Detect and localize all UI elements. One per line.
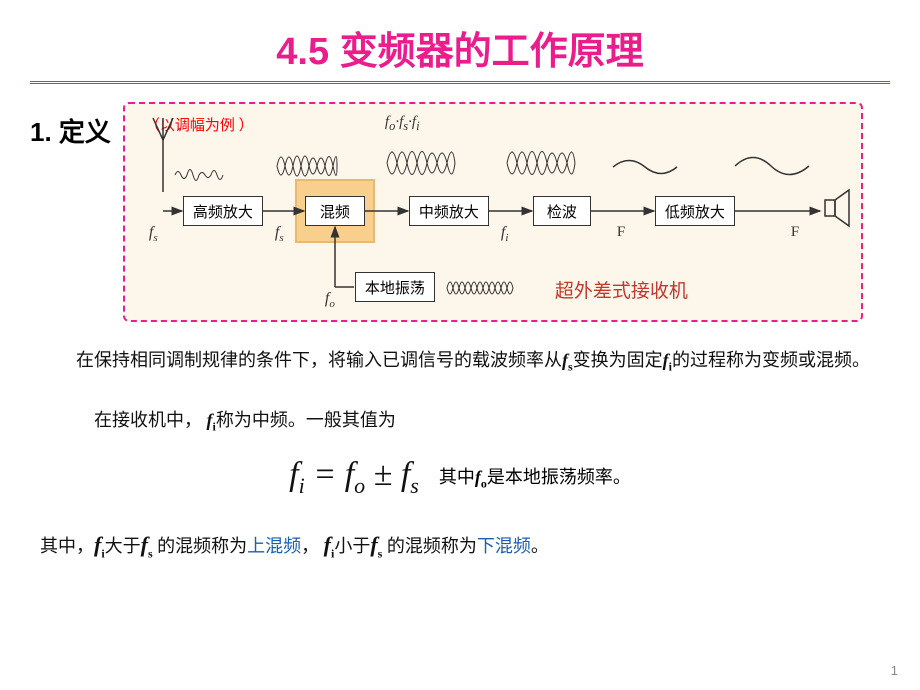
fo-label: fo xyxy=(325,290,335,310)
block-local-osc: 本地振荡 xyxy=(355,272,435,302)
wave-if xyxy=(385,139,457,187)
wave-osc xyxy=(445,274,515,302)
paragraph-if: 在接收机中， fi称为中频。一般其值为 xyxy=(30,404,890,438)
title-underline xyxy=(30,81,890,84)
wave-hf xyxy=(275,144,339,188)
down-conversion: 下混频 xyxy=(477,536,531,556)
fs-label-1: fs xyxy=(149,224,158,244)
formula-note-pre: 其中 xyxy=(439,467,475,487)
p3-a4: 的混频称为 xyxy=(153,536,248,556)
wave-lf xyxy=(733,148,813,184)
p3-b4: 的混频称为 xyxy=(382,536,477,556)
block-detector: 检波 xyxy=(533,196,591,226)
p3-pre: 其中， xyxy=(40,536,94,556)
wave-if2 xyxy=(505,139,577,187)
formula-row: fi = fo ± fs 其中fo是本地振荡频率。 xyxy=(30,456,890,499)
page-number: 1 xyxy=(891,663,898,678)
wave-input xyxy=(173,162,225,188)
formula-note-post: 是本地振荡频率。 xyxy=(487,467,631,487)
p3-comma: ， xyxy=(301,536,324,556)
para2-post: 称为中频。一般其值为 xyxy=(216,410,396,430)
p3-end: 。 xyxy=(531,536,549,556)
fi-symbol: fi xyxy=(207,410,216,430)
speaker-icon xyxy=(823,186,855,230)
wave-det xyxy=(611,152,681,182)
fi-label: fi xyxy=(501,224,509,244)
fs-label-2: fs xyxy=(275,224,284,244)
p3-b2: 小于 xyxy=(334,536,370,556)
page-title: 4.5 变频器的工作原理 xyxy=(30,20,890,75)
para2-pre: 在接收机中， xyxy=(94,410,207,430)
up-conversion: 上混频 xyxy=(247,536,301,556)
block-if-amp: 中频放大 xyxy=(409,196,489,226)
F-label-1: F xyxy=(617,224,625,241)
paragraph-definition: 在保持相同调制规律的条件下，将输入已调信号的载波频率从fs变换为固定fi的过程称… xyxy=(30,344,890,378)
content-row: 1. 定义 （以调幅为例 ） fo·fs·fi 高频放大 混频 中频放大 检波 … xyxy=(30,102,890,322)
F-label-2: F xyxy=(791,224,799,241)
block-lf-amp: 低频放大 xyxy=(655,196,735,226)
block-hf-amp: 高频放大 xyxy=(183,196,263,226)
formula-note: 其中fo是本地振荡频率。 xyxy=(439,463,631,492)
paragraph-upconv-downconv: 其中，fi大于fs 的混频称为上混频， fi小于fs 的混频称为下混频。 xyxy=(30,525,890,565)
receiver-type-label: 超外差式接收机 xyxy=(555,276,688,303)
section-heading: 1. 定义 xyxy=(30,112,111,149)
if-formula: fi = fo ± fs xyxy=(289,456,419,499)
block-mixer: 混频 xyxy=(305,196,365,226)
top-freq-labels: fo·fs·fi xyxy=(385,114,420,134)
receiver-diagram: （以调幅为例 ） fo·fs·fi 高频放大 混频 中频放大 检波 低频放大 本… xyxy=(123,102,863,322)
p3-a2: 大于 xyxy=(105,536,141,556)
